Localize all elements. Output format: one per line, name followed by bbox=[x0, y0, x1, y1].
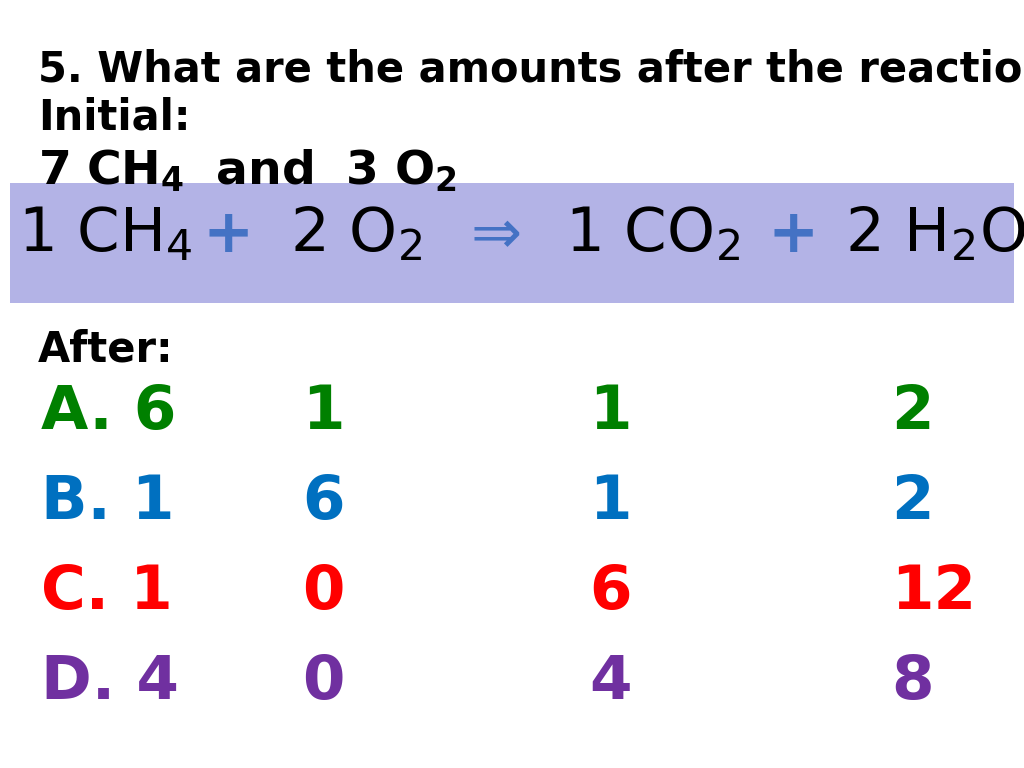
Text: B. 1: B. 1 bbox=[41, 473, 174, 532]
Text: A. 6: A. 6 bbox=[41, 383, 176, 442]
Text: Initial:: Initial: bbox=[38, 96, 190, 138]
Text: C. 1: C. 1 bbox=[41, 563, 173, 622]
Text: 8: 8 bbox=[891, 653, 934, 712]
Text: 4: 4 bbox=[589, 653, 632, 712]
Text: 1: 1 bbox=[302, 383, 345, 442]
Text: $\mathbf{7\ CH_4\ \ and\ \ 3\ O_2}$: $\mathbf{7\ CH_4\ \ and\ \ 3\ O_2}$ bbox=[38, 148, 457, 194]
Text: $1\ \mathrm{CH_4}$: $1\ \mathrm{CH_4}$ bbox=[18, 206, 193, 264]
Text: 12: 12 bbox=[891, 563, 976, 622]
Text: 0: 0 bbox=[302, 653, 344, 712]
Bar bbox=[10, 183, 1014, 303]
Text: $\boldsymbol{+}$: $\boldsymbol{+}$ bbox=[202, 206, 249, 264]
Text: $2\ \mathrm{O_2}$: $2\ \mathrm{O_2}$ bbox=[290, 206, 422, 264]
Text: 2: 2 bbox=[891, 383, 934, 442]
Text: $2\ \mathrm{H_2O}$: $2\ \mathrm{H_2O}$ bbox=[845, 206, 1024, 264]
Text: 6: 6 bbox=[302, 473, 345, 532]
Text: $1\ \mathrm{CO_2}$: $1\ \mathrm{CO_2}$ bbox=[565, 206, 740, 264]
Text: 5. What are the amounts after the reaction?: 5. What are the amounts after the reacti… bbox=[38, 48, 1024, 90]
Text: 0: 0 bbox=[302, 563, 344, 622]
Text: 2: 2 bbox=[891, 473, 934, 532]
Text: D. 4: D. 4 bbox=[41, 653, 179, 712]
Text: After:: After: bbox=[38, 328, 174, 370]
Text: $\boldsymbol{+}$: $\boldsymbol{+}$ bbox=[767, 206, 813, 264]
Text: 6: 6 bbox=[589, 563, 632, 622]
Text: $\Rightarrow$: $\Rightarrow$ bbox=[459, 206, 521, 264]
Text: 1: 1 bbox=[589, 383, 632, 442]
Text: 1: 1 bbox=[589, 473, 632, 532]
